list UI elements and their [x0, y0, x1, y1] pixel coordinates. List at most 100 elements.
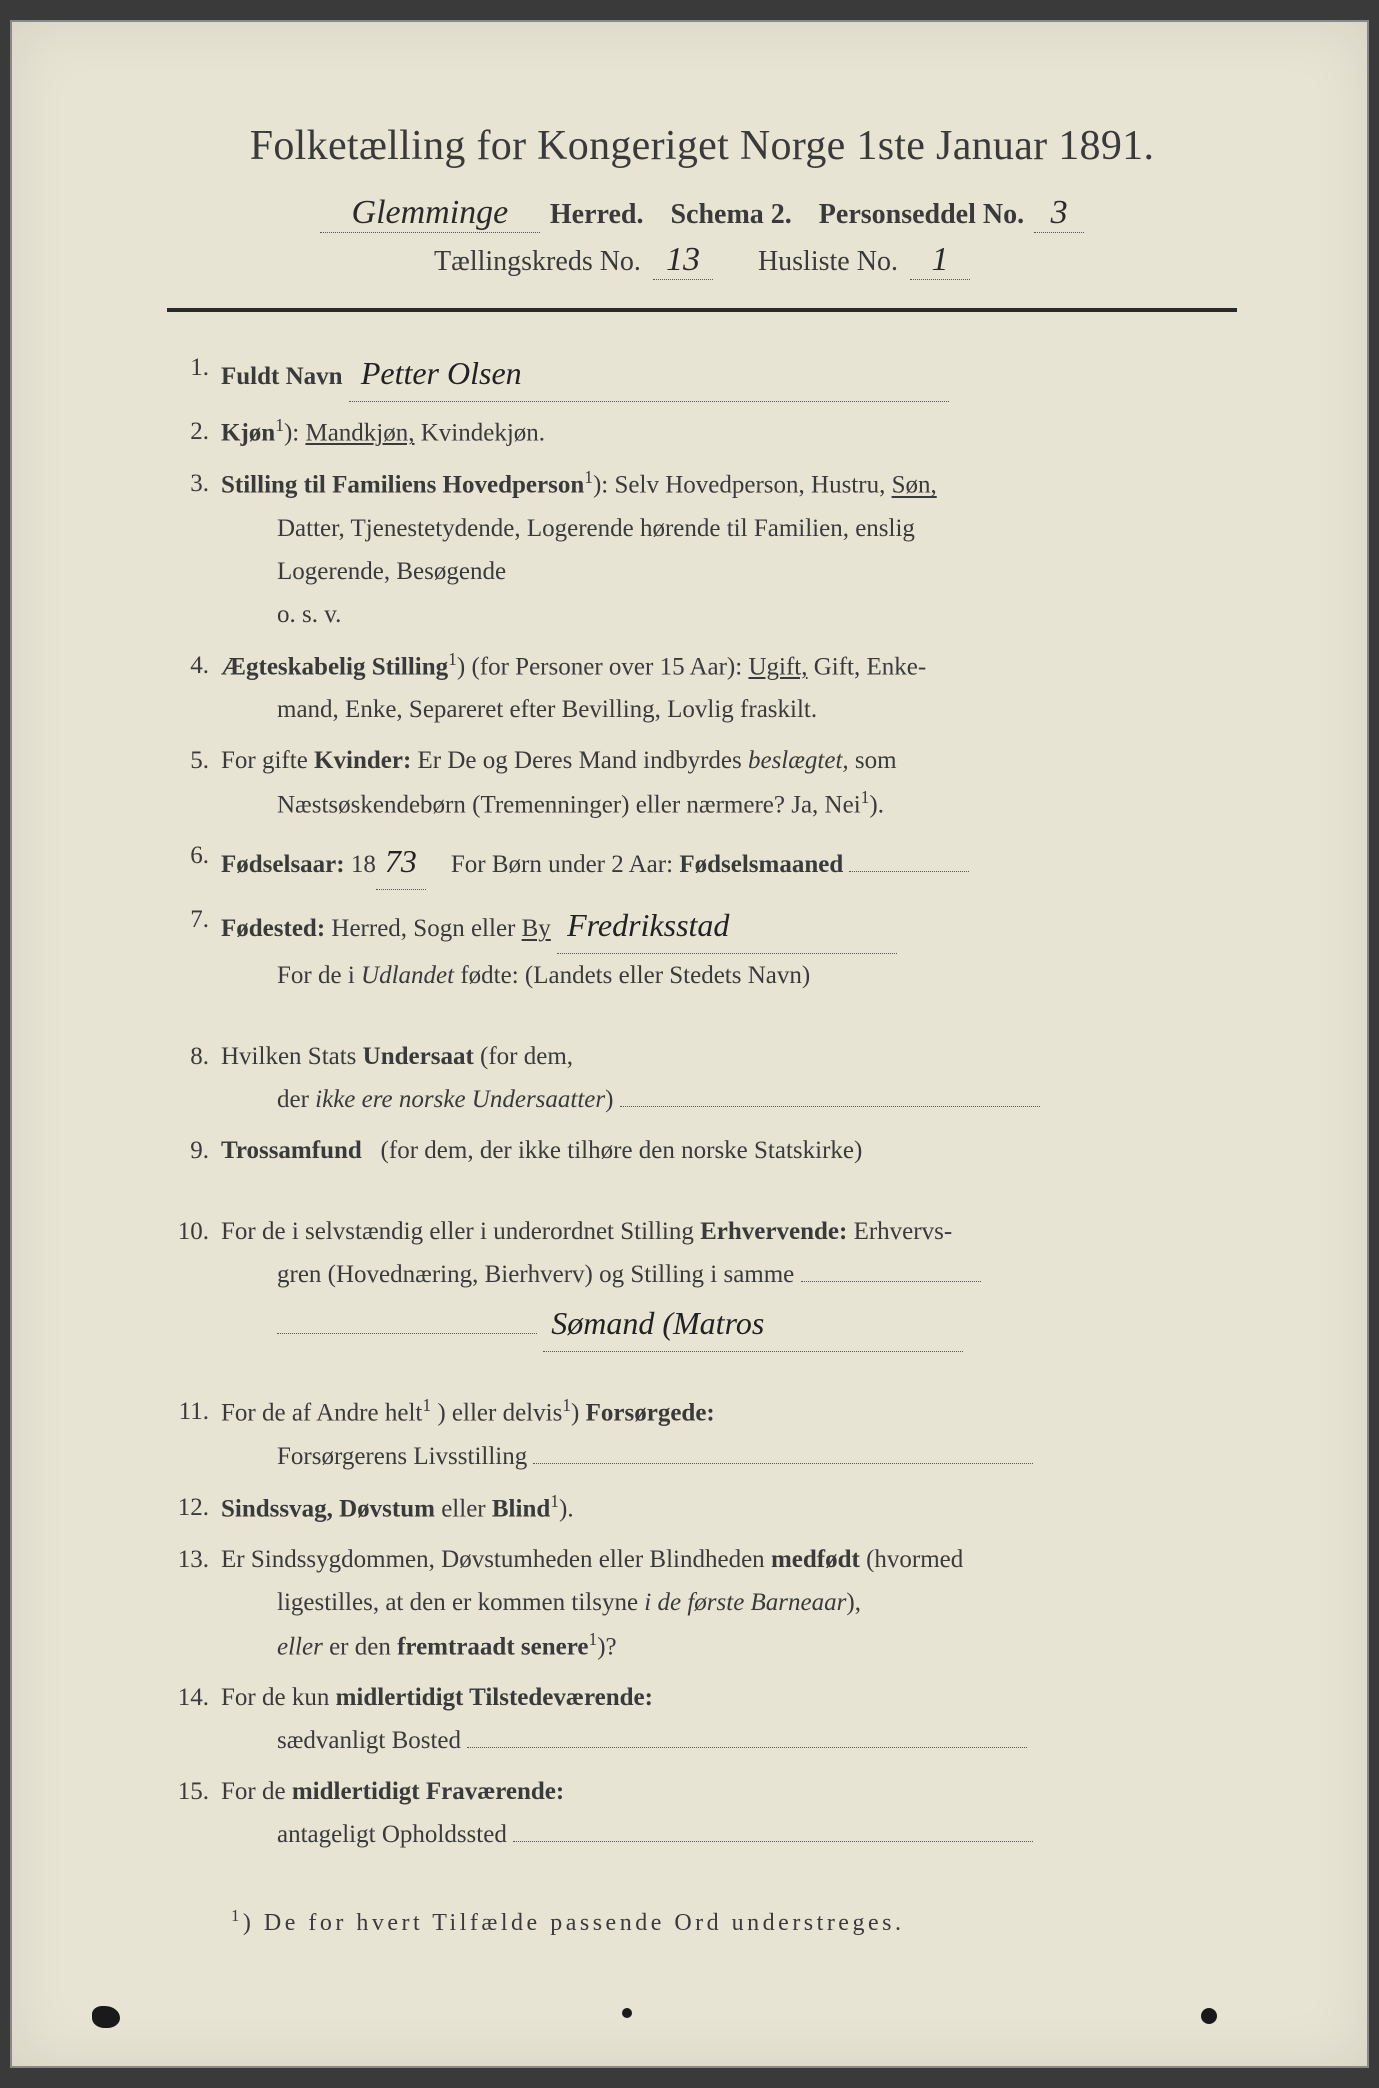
text: ).	[559, 1495, 574, 1522]
sex-selected: Mandkjøn,	[305, 419, 414, 446]
text: er den	[329, 1633, 391, 1660]
blank	[801, 1281, 981, 1282]
field-num: 2.	[167, 410, 221, 454]
footnote-text: ) De for hvert Tilfælde passende Ord und…	[243, 1910, 905, 1936]
field-5: 5. For gifte Kvinder: Er De og Deres Man…	[167, 739, 1237, 826]
blank	[513, 1841, 1033, 1842]
text: Gift, Enke-	[814, 653, 926, 680]
label: fremtraadt senere	[397, 1633, 588, 1660]
text: ).	[869, 791, 884, 818]
text: ),	[846, 1589, 861, 1616]
text: Logerende, Besøgende	[221, 550, 1237, 593]
text: Er De og Deres Mand indbyrdes	[418, 747, 742, 774]
form-title: Folketælling for Kongeriget Norge 1ste J…	[167, 122, 1237, 170]
marital-selected: Ugift,	[748, 653, 807, 680]
field-1: 1. Fuldt Navn Petter Olsen	[167, 346, 1237, 402]
sup: 1	[231, 1906, 243, 1925]
paper-damage	[1201, 2008, 1217, 2024]
blank	[467, 1747, 1027, 1748]
field-label: Ægteskabelig Stilling	[221, 653, 448, 680]
text: )	[605, 1086, 613, 1113]
label: midlertidigt Tilstedeværende:	[336, 1684, 653, 1711]
text: Erhvervs-	[854, 1218, 953, 1245]
text: (for dem, der ikke tilhøre den norske St…	[381, 1137, 863, 1164]
header-line-2: Glemminge Herred. Schema 2. Personseddel…	[167, 194, 1237, 233]
field-num: 14.	[167, 1676, 221, 1762]
field-2: 2. Kjøn1): Mandkjøn, Kvindekjøn.	[167, 410, 1237, 454]
text: antageligt Opholdssted	[277, 1821, 507, 1848]
text: (for Personer over 15 Aar):	[471, 653, 742, 680]
text: Er Sindssygdommen, Døvstumheden eller Bl…	[221, 1546, 765, 1573]
field-8: 8. Hvilken Stats Undersaat (for dem, der…	[167, 1035, 1237, 1121]
occupation-value: Sømand (Matros	[543, 1296, 963, 1352]
year-prefix: 18	[351, 851, 376, 878]
field-num: 3.	[167, 462, 221, 635]
text: ligestilles, at den er kommen tilsyne	[277, 1589, 638, 1616]
text: For gifte	[221, 747, 308, 774]
field-num: 7.	[167, 898, 221, 997]
field-7: 7. Fødested: Herred, Sogn eller By Fredr…	[167, 898, 1237, 997]
sup: 1	[448, 649, 457, 669]
field-label: Fødselsaar:	[221, 851, 345, 878]
text: For de kun	[221, 1684, 329, 1711]
text: (hvormed	[866, 1546, 963, 1573]
text: gren (Hovednæring, Bierhverv) og Stillin…	[277, 1261, 794, 1288]
sup: 1	[422, 1395, 431, 1415]
field-num: 5.	[167, 739, 221, 826]
blank	[533, 1463, 1033, 1464]
text: o. s. v.	[221, 593, 1237, 636]
field-label: Stilling til Familiens Hovedperson	[221, 472, 584, 499]
text: der	[277, 1086, 309, 1113]
label: midlertidigt Fraværende:	[292, 1778, 564, 1805]
field-13: 13. Er Sindssygdommen, Døvstumheden elle…	[167, 1538, 1237, 1668]
relation-selected: Søn,	[892, 472, 937, 499]
personseddel-no: 3	[1034, 194, 1084, 233]
text: som	[855, 747, 897, 774]
kreds-no: 13	[653, 241, 713, 280]
field-num: 4.	[167, 644, 221, 731]
form-header: Folketælling for Kongeriget Norge 1ste J…	[167, 122, 1237, 280]
field-label: Kvinder:	[314, 747, 411, 774]
field-12: 12. Sindssvag, Døvstum eller Blind1).	[167, 1486, 1237, 1530]
text-italic: eller	[277, 1633, 323, 1660]
blank	[620, 1106, 1040, 1107]
field-num: 1.	[167, 346, 221, 402]
footnote: 1) De for hvert Tilfælde passende Ord un…	[167, 1906, 1237, 1937]
sup: 1	[562, 1395, 571, 1415]
label: Blind	[492, 1495, 550, 1522]
text: Selv Hovedperson, Hustru,	[615, 472, 886, 499]
header-line-3: Tællingskreds No. 13 Husliste No. 1	[167, 241, 1237, 280]
field-num: 10.	[167, 1210, 221, 1352]
field-15: 15. For de midlertidigt Fraværende: anta…	[167, 1770, 1237, 1856]
text: Hvilken Stats	[221, 1043, 356, 1070]
birthplace-value: Fredriksstad	[557, 898, 897, 954]
by-selected: By	[522, 915, 551, 942]
sup: 1	[584, 467, 593, 487]
text: Datter, Tjenestetydende, Logerende høren…	[221, 507, 1237, 550]
field-label: Sindssvag, Døvstum	[221, 1495, 435, 1522]
paper-damage	[622, 2008, 632, 2018]
text: For de af Andre helt	[221, 1400, 422, 1427]
field-11: 11. For de af Andre helt1 ) eller delvis…	[167, 1390, 1237, 1477]
field-num: 8.	[167, 1035, 221, 1121]
field-label: Trossamfund	[221, 1137, 362, 1164]
husliste-label: Husliste No.	[758, 246, 898, 278]
divider-rule	[167, 308, 1237, 312]
field-label: Kjøn	[221, 419, 275, 446]
field-9: 9. Trossamfund (for dem, der ikke tilhør…	[167, 1129, 1237, 1172]
birth-month-blank	[849, 871, 969, 872]
label: medfødt	[771, 1546, 860, 1573]
text-italic: i de første Barneaar	[644, 1589, 846, 1616]
text: For de i selvstændig eller i underordnet…	[221, 1218, 694, 1245]
text: Forsørgerens Livsstilling	[277, 1443, 527, 1470]
label: Undersaat	[363, 1043, 474, 1070]
text-italic: ikke ere norske Undersaatter	[315, 1086, 605, 1113]
field-num: 13.	[167, 1538, 221, 1668]
text: mand, Enke, Separeret efter Bevilling, L…	[221, 688, 1237, 731]
label: Erhvervende:	[700, 1218, 847, 1245]
field-label: Fødested:	[221, 915, 325, 942]
husliste-no: 1	[910, 241, 970, 280]
field-14: 14. For de kun midlertidigt Tilstedevære…	[167, 1676, 1237, 1762]
census-form-page: Folketælling for Kongeriget Norge 1ste J…	[10, 20, 1369, 2068]
text: Herred, Sogn eller	[331, 915, 515, 942]
